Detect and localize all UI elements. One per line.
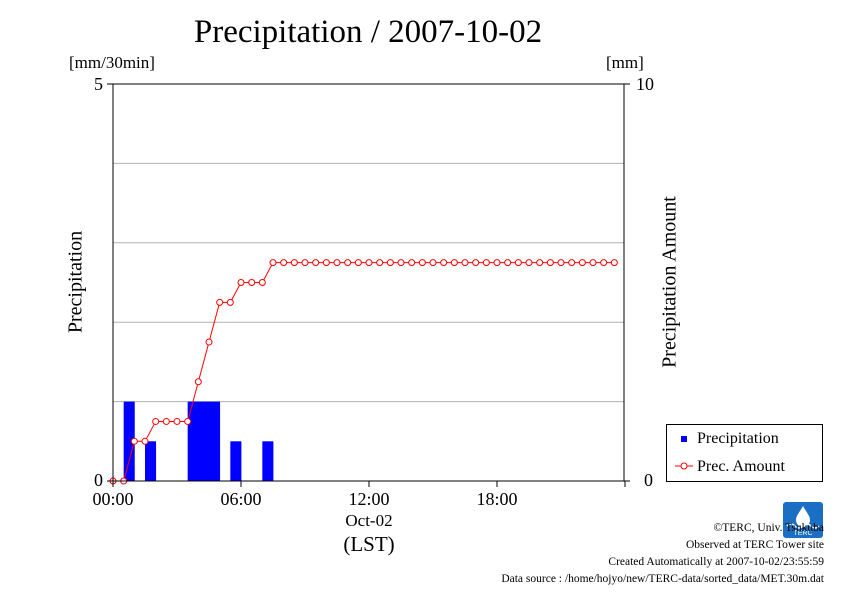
prec-amount-point: [440, 259, 448, 267]
prec-amount-point: [376, 259, 384, 267]
prec-amount-point: [397, 259, 405, 267]
legend-item-precipitation: Precipitation: [675, 429, 779, 449]
prec-amount-point: [429, 259, 437, 267]
prec-amount-point: [216, 298, 224, 306]
prec-amount-point: [386, 259, 394, 267]
x-date-label: Oct-02: [345, 511, 393, 530]
precipitation-bar: [187, 401, 199, 481]
prec-amount-point: [141, 437, 149, 445]
precipitation-bar: [262, 441, 274, 481]
prec-amount-point: [333, 259, 341, 267]
left-tick-max: 5: [94, 74, 103, 94]
legend-item-prec-amount: Prec. Amount: [675, 457, 785, 477]
chart-title: Precipitation / 2007-10-02: [193, 14, 543, 50]
terc-logo: TERC: [783, 502, 823, 538]
x-tick-12: 12:00: [348, 489, 390, 509]
prec-amount-point: [152, 417, 160, 425]
prec-amount-point: [472, 259, 480, 267]
prec-amount-point: [493, 259, 501, 267]
credit-source: Data source : /home/hojyo/new/TERC-data/…: [501, 573, 824, 585]
prec-amount-point: [312, 259, 320, 267]
precipitation-bar: [230, 441, 242, 481]
prec-amount-point: [557, 259, 565, 267]
left-tick-min: 0: [94, 470, 103, 490]
right-tick-min: 0: [644, 470, 653, 490]
prec-amount-point: [354, 259, 362, 267]
right-unit-label: [mm]: [606, 53, 644, 72]
prec-amount-point: [461, 259, 469, 267]
prec-amount-point: [536, 259, 544, 267]
prec-amount-point: [248, 279, 256, 286]
prec-amount-point: [514, 259, 522, 267]
x-tick-18: 18:00: [476, 489, 518, 509]
left-axis-label: Precipitation: [64, 230, 87, 334]
prec-amount-point: [173, 417, 181, 425]
prec-amount-point: [450, 259, 458, 267]
logo-text: TERC: [793, 530, 812, 537]
prec-amount-point: [301, 259, 309, 267]
legend-line-label: Prec. Amount: [697, 458, 785, 475]
prec-amount-point: [237, 279, 245, 286]
prec-amount-point: [269, 259, 277, 267]
prec-amount-point: [600, 259, 608, 267]
prec-amount-point: [546, 259, 554, 267]
left-unit-label: [mm/30min]: [69, 53, 155, 72]
right-tick-max: 10: [636, 74, 654, 94]
credit-copyright: ©TERC, Univ. Tsukuba: [713, 522, 824, 534]
prec-amount-point: [365, 259, 373, 267]
prec-amount-point: [578, 259, 586, 267]
precipitation-bar: [209, 401, 221, 481]
grid-lines: [113, 162, 624, 403]
axis-ticks: [107, 83, 630, 487]
prec-amount-point: [258, 279, 266, 286]
prec-amount-point: [344, 259, 352, 267]
prec-amount-point: [226, 298, 234, 306]
prec-amount-point: [184, 417, 192, 425]
prec-amount-point: [280, 259, 288, 267]
x-timezone-label: (LST): [343, 532, 395, 556]
precipitation-bar: [198, 401, 210, 481]
prec-amount-point: [525, 259, 533, 267]
prec-amount-point: [290, 259, 298, 267]
prec-amount-point: [194, 378, 202, 386]
prec-amount-point: [162, 417, 170, 425]
credit-observed: Observed at TERC Tower site: [685, 539, 824, 551]
credit-created: Created Automatically at 2007-10-02/23:5…: [608, 556, 824, 568]
x-tick-06: 06:00: [220, 489, 262, 509]
precipitation-bar: [123, 401, 135, 481]
prec-amount-point: [322, 259, 330, 267]
prec-amount-point: [610, 259, 618, 267]
prec-amount-point: [568, 259, 576, 267]
chart-legend: Precipitation Prec. Amount: [666, 424, 823, 482]
prec-amount-point: [205, 338, 213, 346]
legend-bar-swatch: [675, 429, 693, 449]
precipitation-bar: [145, 441, 157, 481]
legend-line-swatch: [675, 457, 693, 477]
prec-amount-point: [589, 259, 597, 267]
prec-amount-line: [109, 259, 618, 485]
prec-amount-point: [482, 259, 490, 267]
prec-amount-point: [418, 259, 426, 267]
prec-amount-point: [504, 259, 512, 267]
precipitation-bars: [123, 401, 274, 481]
legend-bar-label: Precipitation: [697, 430, 779, 447]
x-tick-00: 00:00: [92, 489, 134, 509]
prec-amount-point: [130, 437, 138, 445]
prec-amount-point: [408, 259, 416, 267]
right-axis-label: Precipitation Amount: [658, 196, 681, 368]
